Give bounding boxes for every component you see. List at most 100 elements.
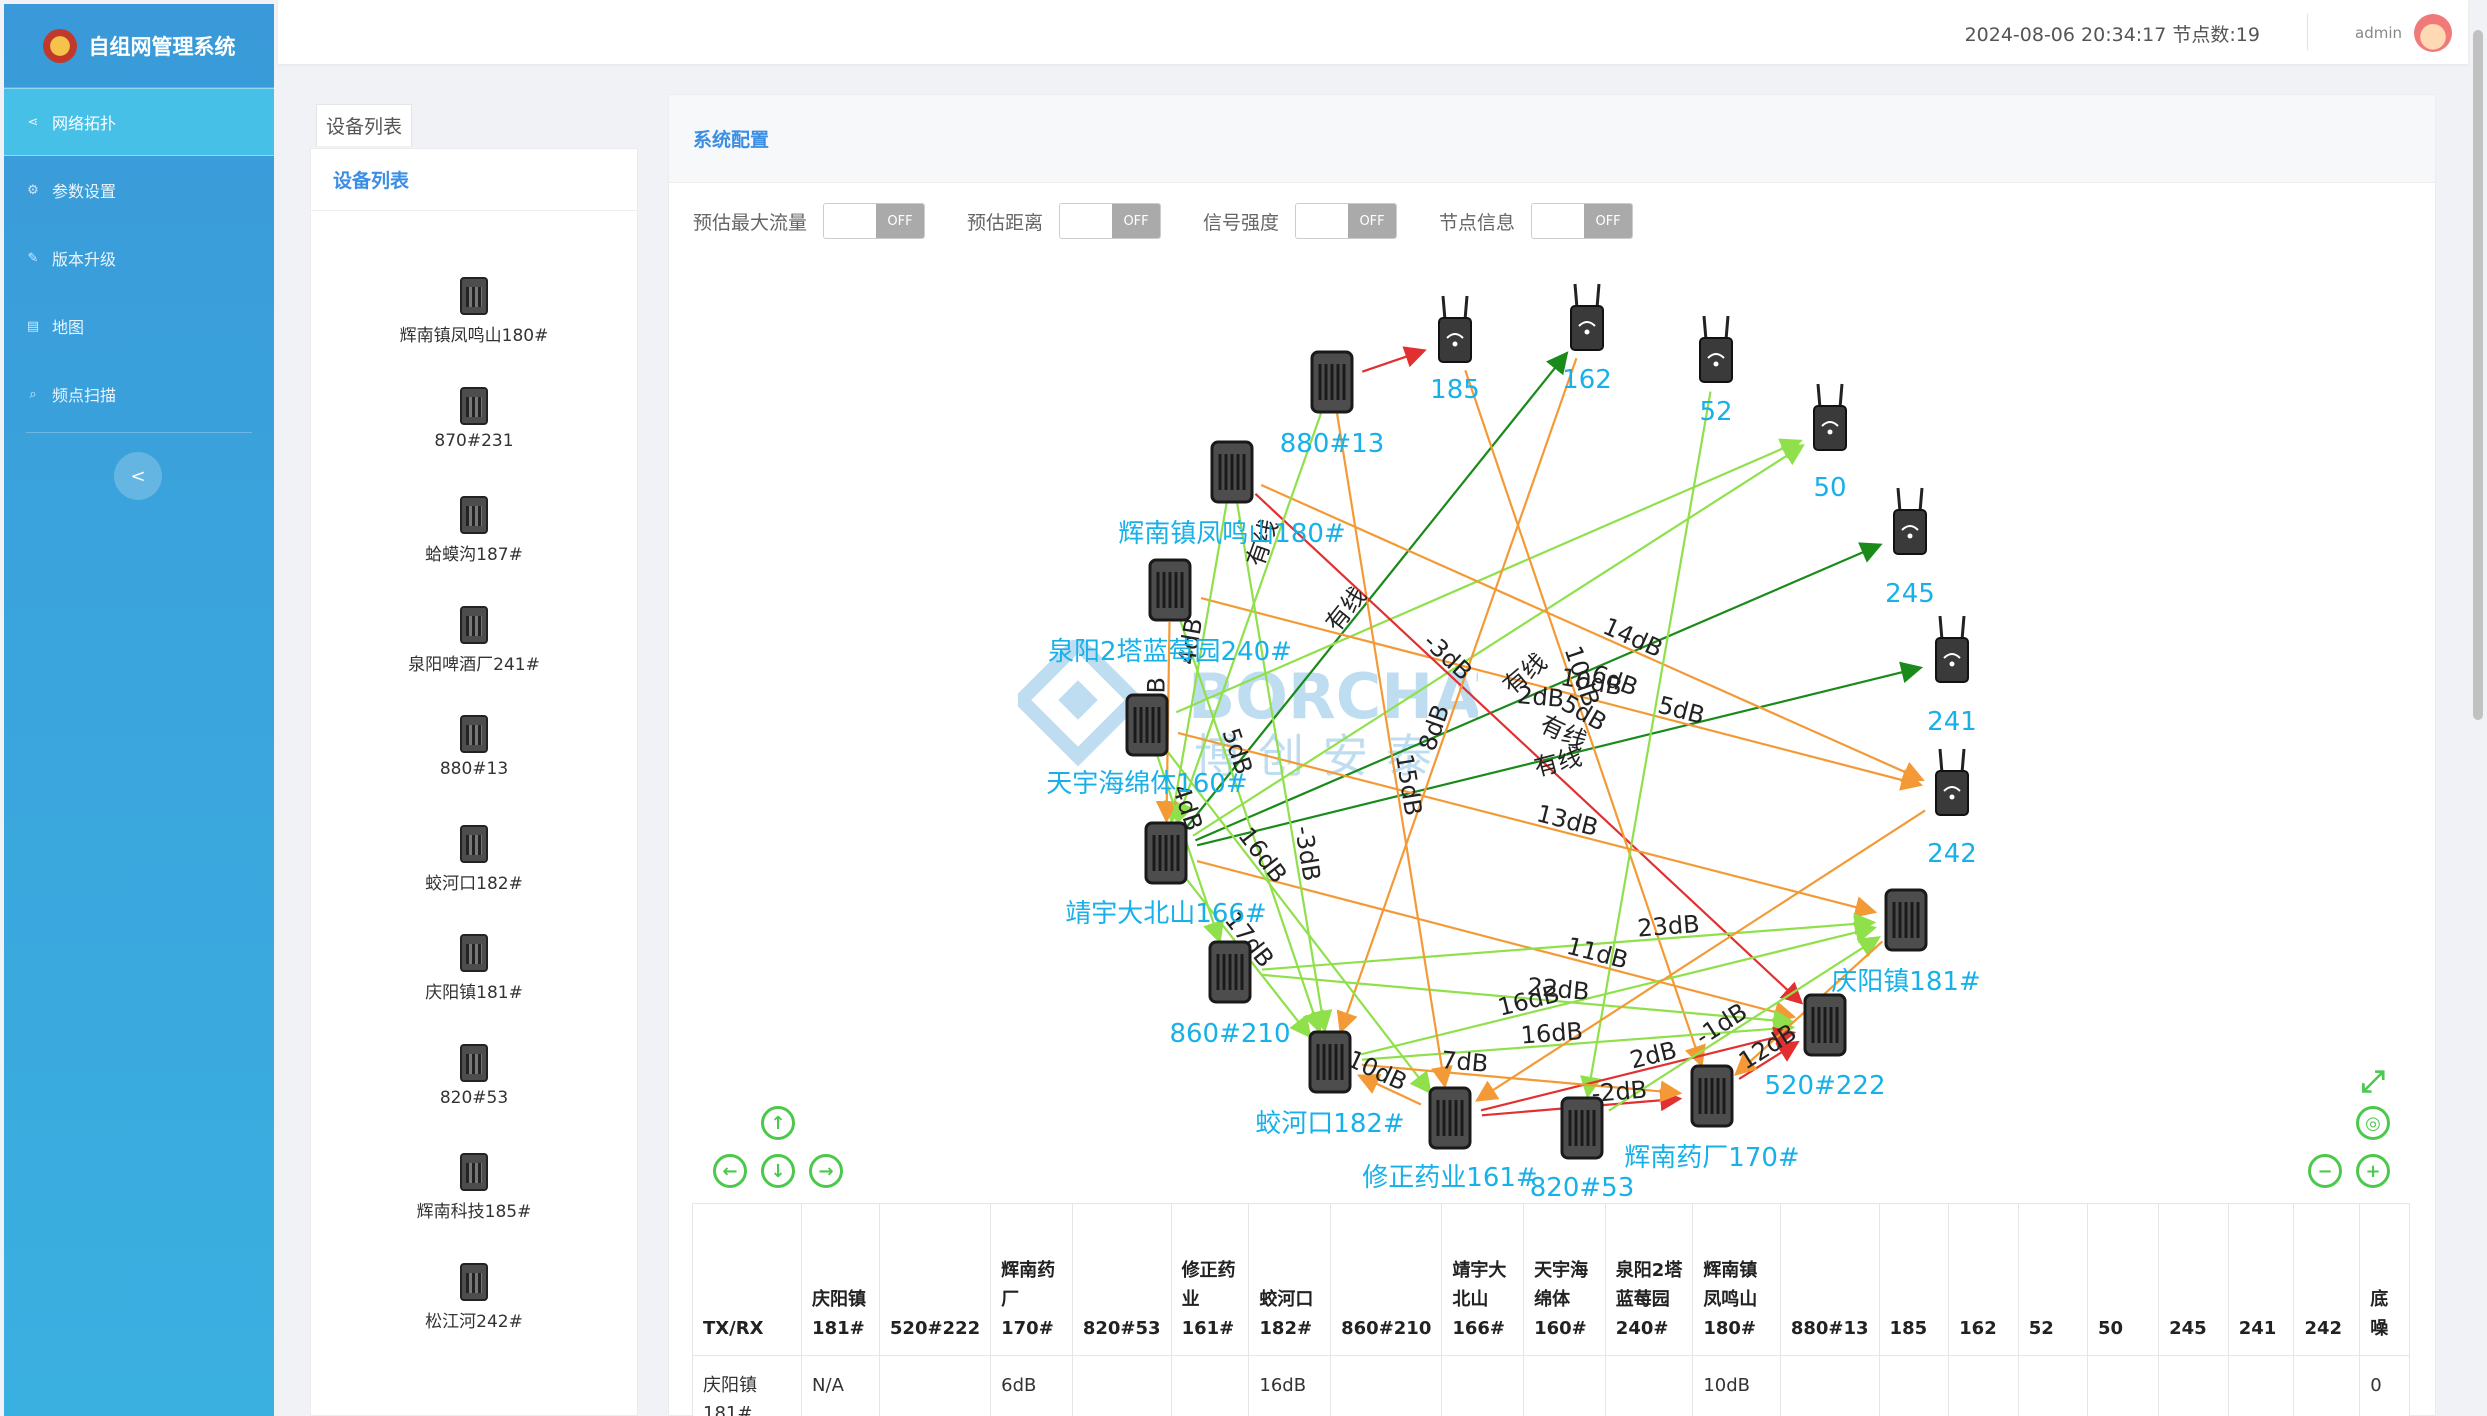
radio-node[interactable] — [1125, 693, 1169, 757]
topology-edge[interactable] — [1196, 860, 1797, 1023]
radio-device-icon — [460, 1153, 488, 1191]
app-title: 自组网管理系统 — [88, 34, 236, 59]
edge-label: -1dB — [1690, 997, 1752, 1051]
radio-node[interactable] — [1560, 1096, 1604, 1160]
signal-matrix-table: TX/RX 庆阳镇181# 520#222 辉南药厂170# 820#53 修正药业161… — [691, 1203, 2410, 1416]
radio-node[interactable] — [1310, 350, 1354, 414]
topology-edge[interactable] — [1335, 413, 1453, 1089]
nav-item-frequency-scan[interactable]: ⌕ 频点扫描 — [4, 360, 274, 428]
topology-edge[interactable] — [1254, 493, 1804, 1005]
tab-device-list[interactable]: 设备列表 — [316, 104, 412, 146]
topology-edge[interactable] — [1194, 542, 1883, 842]
edge-label: 7dB — [1440, 1046, 1489, 1078]
wifi-ap-node[interactable] — [1699, 315, 1733, 383]
pan-right-button[interactable]: → — [809, 1154, 843, 1188]
fullscreen-icon[interactable]: ⤢ — [2356, 1064, 2390, 1099]
radio-node[interactable] — [1690, 1064, 1734, 1128]
wifi-ap-node[interactable] — [1813, 383, 1847, 451]
wifi-ap-node[interactable] — [1893, 487, 1927, 555]
topology-edge[interactable] — [1236, 503, 1333, 1033]
wifi-ap-node[interactable] — [1935, 615, 1969, 683]
nav-item-parameter-settings[interactable]: ⚙ 参数设置 — [4, 156, 274, 224]
radio-node[interactable] — [1308, 1030, 1352, 1094]
device-list-item[interactable]: 泉阳啤酒厂241# — [311, 605, 637, 716]
device-list-item[interactable]: 蛤蟆沟187# — [311, 496, 637, 606]
topology-edge[interactable] — [1361, 346, 1427, 373]
radio-node[interactable] — [1884, 888, 1928, 952]
topology-edge[interactable] — [1580, 391, 1712, 1099]
device-list-item[interactable]: 辉南科技185# — [311, 1153, 637, 1263]
topology-edge[interactable] — [1200, 596, 1924, 791]
wifi-ap-node[interactable] — [1935, 748, 1969, 816]
radio-node[interactable] — [1208, 940, 1252, 1004]
matrix-column-header: 52 — [2017, 1203, 2088, 1356]
zoom-in-button[interactable]: + — [2356, 1154, 2390, 1188]
nav-item-network-topology[interactable]: ⋖ 网络拓扑 — [4, 88, 274, 156]
nav-item-version-upgrade[interactable]: ✎ 版本升级 — [4, 224, 274, 292]
toggle-switch-max-traffic[interactable]: OFF — [823, 203, 926, 239]
zoom-out-button[interactable]: − — [2308, 1154, 2342, 1188]
device-list-item[interactable]: 820#53 — [311, 1043, 637, 1154]
pan-left-button[interactable]: ← — [713, 1154, 747, 1188]
topology-edge[interactable] — [1336, 357, 1578, 1034]
topology-edge[interactable] — [1464, 369, 1706, 1068]
device-list-item[interactable]: 870#231 — [311, 386, 637, 497]
topology-edge[interactable] — [1261, 973, 1796, 1032]
page-scrollbar[interactable] — [2473, 30, 2483, 720]
toggle-state: OFF — [1348, 204, 1397, 238]
matrix-column-header: 修正药业161# — [1170, 1203, 1250, 1356]
radio-node[interactable] — [1428, 1086, 1472, 1150]
device-list-item[interactable]: 松江河242# — [311, 1262, 637, 1373]
radio-device-icon — [460, 605, 488, 644]
node-label: 185 — [1430, 375, 1480, 405]
fit-view-button[interactable]: ◎ — [2356, 1106, 2390, 1140]
topology-edge[interactable] — [1165, 749, 1432, 1095]
radio-node[interactable] — [1148, 558, 1192, 622]
brand: 自组网管理系统 — [4, 4, 274, 88]
topology-edge[interactable] — [1360, 921, 1878, 1056]
pan-down-button[interactable]: ↓ — [761, 1154, 795, 1188]
device-list-item[interactable]: 880#13 — [311, 715, 637, 825]
topology-edge[interactable] — [1260, 484, 1925, 782]
topology-edge[interactable] — [1480, 1026, 1797, 1112]
pan-up-button[interactable]: ↑ — [761, 1106, 795, 1140]
wifi-ap-node[interactable] — [1570, 283, 1604, 351]
topology-edge[interactable] — [1361, 1063, 1683, 1103]
node-label: 242 — [1927, 839, 1977, 869]
edge-label: 5dB — [1655, 691, 1707, 730]
matrix-cell: 庆阳镇181# — [691, 1355, 803, 1416]
wifi-ap-node[interactable] — [1438, 295, 1472, 363]
device-list-item[interactable]: 庆阳镇181# — [311, 934, 637, 1044]
device-list-item[interactable]: 蛟河口182# — [311, 824, 637, 935]
gear-icon: ⚙ — [27, 182, 39, 198]
topology-edge[interactable] — [1179, 619, 1324, 1034]
topology-edge[interactable] — [1357, 1073, 1422, 1106]
topology-edge[interactable] — [1185, 351, 1569, 829]
toggle-state: OFF — [1584, 204, 1633, 238]
topology-edge[interactable] — [1475, 809, 1926, 1102]
topology-edge[interactable] — [1196, 661, 1924, 847]
device-list-item[interactable]: 辉南镇凤鸣山180# — [311, 277, 637, 387]
collapse-sidebar-button[interactable]: < — [114, 452, 162, 500]
matrix-row: 庆阳镇181# N/A 6dB 16dB 10dB 0 — [691, 1355, 2410, 1416]
topology-edge[interactable] — [1261, 913, 1877, 971]
topology-edge[interactable] — [1361, 1017, 1796, 1061]
topology-edge[interactable] — [1156, 754, 1224, 944]
username[interactable]: admin — [2355, 24, 2402, 42]
toggle-switch-node-info[interactable]: OFF — [1531, 203, 1634, 239]
topology-edge[interactable] — [1175, 438, 1803, 714]
radio-node[interactable] — [1803, 993, 1847, 1057]
nav-item-map[interactable]: ▤ 地图 — [4, 292, 274, 360]
topology-edge[interactable] — [1608, 936, 1881, 1112]
toggle-switch-signal-strength[interactable]: OFF — [1295, 203, 1398, 239]
topology-edge[interactable] — [1192, 444, 1805, 837]
matrix-column-header: 820#53 — [1071, 1203, 1172, 1356]
radio-device-icon — [460, 386, 488, 425]
radio-node[interactable] — [1144, 821, 1188, 885]
avatar[interactable] — [2414, 14, 2452, 52]
topology-edge[interactable] — [1177, 731, 1878, 918]
toggle-switch-distance[interactable]: OFF — [1059, 203, 1162, 239]
radio-node[interactable] — [1210, 440, 1254, 504]
topology-edge[interactable] — [1172, 411, 1323, 825]
